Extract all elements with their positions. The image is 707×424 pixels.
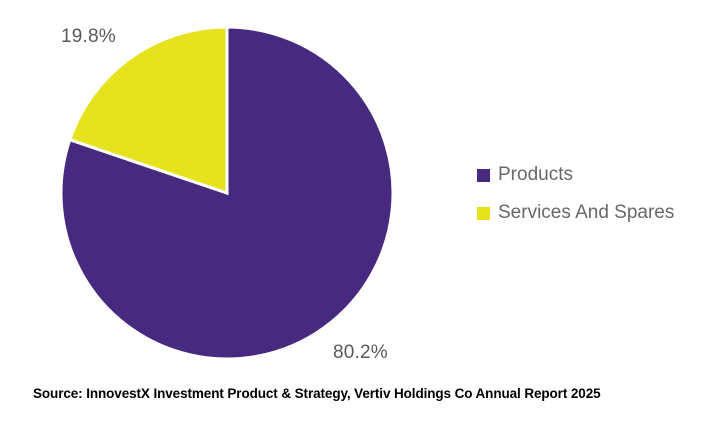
legend-label-products: Products xyxy=(498,164,573,185)
source-attribution: Source: InnovestX Investment Product & S… xyxy=(33,386,601,401)
pie-slice-products xyxy=(59,25,395,361)
slice-value-label-products: 80.2% xyxy=(333,342,388,363)
legend-item-products: Products xyxy=(477,164,674,186)
pie-slice-services-and-spares xyxy=(67,25,229,196)
legend-label-services-and-spares: Services And Spares xyxy=(498,202,675,223)
legend: Products Services And Spares xyxy=(477,164,674,224)
legend-swatch-services-and-spares xyxy=(477,206,490,220)
legend-swatch-products xyxy=(477,168,490,182)
pie-chart xyxy=(59,25,395,361)
slice-value-label-services-and-spares: 19.8% xyxy=(61,26,116,47)
legend-item-services-and-spares: Services And Spares xyxy=(477,202,674,224)
